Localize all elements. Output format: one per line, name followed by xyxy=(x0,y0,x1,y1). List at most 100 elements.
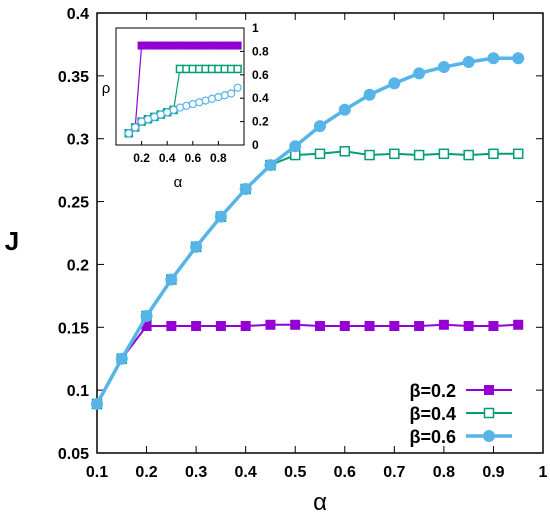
inset-series-0-6 xyxy=(124,83,242,138)
inset-x-tick-label: 0.4 xyxy=(159,151,176,165)
main-plot-frame xyxy=(96,12,544,454)
data-point xyxy=(488,148,499,160)
inset-x-tick-label: 0.2 xyxy=(133,151,150,165)
data-point xyxy=(339,321,350,332)
data-point xyxy=(438,319,449,330)
inset-y-tick-label: 0.8 xyxy=(252,44,269,58)
data-point xyxy=(140,309,153,322)
legend: β=0.2 β=0.4 β=0.6 xyxy=(409,381,512,447)
inset-x-tick-label: 0.6 xyxy=(184,151,201,165)
y-axis-label: J xyxy=(5,226,19,256)
data-point xyxy=(191,321,202,332)
data-point xyxy=(166,321,177,332)
data-point xyxy=(315,321,325,332)
data-point xyxy=(488,321,499,332)
legend-marker xyxy=(483,407,495,419)
inset-data-point xyxy=(233,83,242,92)
x-tick-label: 0.2 xyxy=(135,464,157,481)
data-point xyxy=(214,210,227,223)
inset-data-point xyxy=(131,123,140,132)
inset-plot-frame xyxy=(115,27,245,146)
data-point xyxy=(463,149,474,161)
data-point xyxy=(463,321,474,332)
x-tick-label: 0.5 xyxy=(284,464,306,481)
y-tick-label: 0.4 xyxy=(67,6,89,23)
inset-data-point xyxy=(227,89,236,98)
data-point xyxy=(364,149,375,161)
data-point xyxy=(264,159,277,172)
inset-ticks: 0.2 0.4 0.6 0.8 0 0.2 0.4 0.6 0.8 1 xyxy=(133,21,269,165)
y-tick-label: 0.05 xyxy=(58,446,89,463)
inset-y-tick-label: 1 xyxy=(252,21,259,35)
data-point xyxy=(513,319,524,330)
data-point xyxy=(462,56,475,69)
y-tick-label: 0.25 xyxy=(58,195,89,212)
data-point xyxy=(364,321,375,332)
x-tick-label: 0.3 xyxy=(185,464,207,481)
x-tick-label: 0.8 xyxy=(433,464,455,481)
data-point xyxy=(438,148,450,160)
series-0-2 xyxy=(92,319,524,409)
data-point xyxy=(437,61,450,74)
data-point xyxy=(289,140,302,153)
data-point xyxy=(512,52,525,65)
data-point xyxy=(363,88,376,101)
x-tick-label: 0.9 xyxy=(482,464,504,481)
data-point xyxy=(339,146,351,157)
y-tick-label: 0.3 xyxy=(67,132,89,149)
inset-y-tick-label: 0.2 xyxy=(252,115,269,129)
data-point xyxy=(190,240,203,253)
data-point xyxy=(487,52,500,65)
series-0-4 xyxy=(91,146,524,410)
data-point xyxy=(115,352,128,365)
series-0-6 xyxy=(91,52,525,410)
legend-label: β=0.2 xyxy=(409,381,456,401)
x-tick-label: 0.1 xyxy=(86,464,108,481)
data-point xyxy=(388,77,401,90)
data-point xyxy=(314,120,326,133)
data-point xyxy=(215,321,226,332)
x-tick-label: 0.4 xyxy=(235,464,257,481)
main-ticks: 0.1 0.2 0.3 0.4 0.5 0.6 0.7 0.8 0.9 10.050.10.150… xyxy=(58,6,548,481)
x-tick-label: 0.7 xyxy=(383,464,405,481)
inset-y-tick-label: 0.6 xyxy=(252,68,269,82)
y-tick-label: 0.15 xyxy=(58,320,89,337)
data-point xyxy=(290,319,301,330)
data-point xyxy=(165,273,178,286)
inset-y-tick-label: 0 xyxy=(252,138,259,152)
y-tick-label: 0.35 xyxy=(58,69,89,86)
inset-y-tick-label: 0.4 xyxy=(252,91,269,105)
legend-marker xyxy=(484,385,494,395)
data-point xyxy=(389,321,400,332)
inset-x-tick-label: 0.8 xyxy=(210,151,227,165)
inset-data-point xyxy=(233,41,242,50)
data-point xyxy=(414,321,425,332)
series-line xyxy=(96,150,519,405)
data-point xyxy=(265,319,276,330)
main-series xyxy=(91,52,525,410)
data-point xyxy=(413,149,425,161)
data-point xyxy=(240,321,251,332)
inset-y-axis-label: ρ xyxy=(102,80,111,97)
data-point xyxy=(314,148,326,160)
data-point xyxy=(91,397,103,410)
data-point xyxy=(413,67,426,80)
data-point xyxy=(239,183,252,195)
legend-label: β=0.4 xyxy=(409,404,456,424)
inset-data-point xyxy=(233,64,242,74)
y-tick-label: 0.1 xyxy=(67,383,89,400)
legend-marker xyxy=(483,430,495,442)
x-tick-label: 0.6 xyxy=(334,464,356,481)
inset-data-point xyxy=(124,129,133,138)
data-point xyxy=(338,103,351,116)
x-tick-label: 1 xyxy=(539,464,548,481)
legend-label: β=0.6 xyxy=(409,427,456,447)
y-tick-label: 0.2 xyxy=(67,257,89,274)
x-axis-label: α xyxy=(313,489,327,516)
inset-x-axis-label: α xyxy=(174,174,183,191)
inset-series xyxy=(124,41,242,138)
data-point xyxy=(512,148,524,160)
data-point xyxy=(389,148,400,160)
